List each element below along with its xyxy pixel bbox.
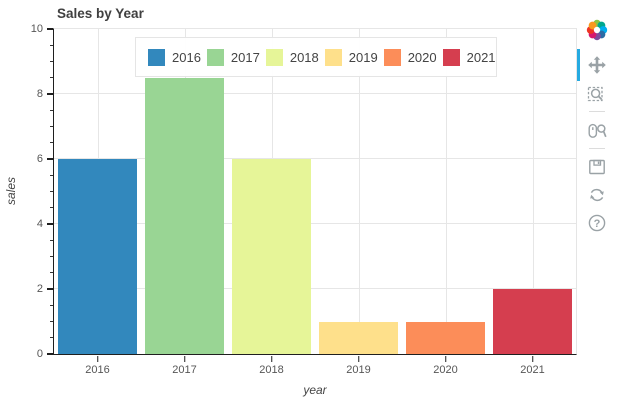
y-axis-label: sales [4,176,18,206]
x-major-tick [270,355,273,362]
y-major-tick [46,158,53,160]
reset-button[interactable] [580,181,614,209]
box-zoom-button[interactable] [580,79,614,107]
bar-2017 [145,77,224,354]
legend-swatch [324,48,342,66]
y-major-tick [46,28,53,30]
x-gridline [532,29,534,354]
toolbar: ? [577,18,620,237]
bar-2020 [406,321,485,354]
help-icon: ? [588,214,606,232]
y-tick-label: 2 [36,283,43,295]
bar-2018 [232,159,311,354]
plot-area[interactable]: 0 2 4 6 8 10 2016 2017 2018 2019 2020 2021 [31,23,577,376]
save-icon [589,159,605,175]
y-gridline [54,93,576,94]
wheel-zoom-button[interactable] [580,116,614,144]
legend-swatch [383,48,401,66]
legend-item-2017: 2017 [206,48,260,66]
legend: 2016 2017 2018 2019 2020 2021 [135,37,497,77]
legend-swatch [442,48,460,66]
pan-icon [588,56,606,74]
y-minor-tick [49,207,53,209]
reset-icon [590,188,604,202]
y-tick-label: 4 [36,218,43,230]
toolbar-separator [589,148,605,149]
x-tick-label: 2018 [259,364,284,376]
legend-label: 2020 [407,49,437,65]
legend-swatch [148,48,165,66]
x-major-tick [183,355,186,362]
y-minor-tick [49,142,53,144]
x-major-tick [531,355,534,362]
y-tick-label: 8 [36,88,43,100]
y-minor-tick [49,337,53,339]
x-tick-label: 2016 [85,364,110,376]
legend-label: 2021 [466,49,496,65]
legend-label: 2017 [230,49,260,65]
chart-title: Sales by Year [57,6,144,21]
y-minor-tick [49,126,53,127]
legend-item-2020: 2020 [383,48,437,66]
legend-swatch [206,48,224,66]
bokeh-logo-icon[interactable] [585,18,609,42]
bar-2019 [319,321,398,354]
y-gridline [54,28,576,29]
y-major-tick [46,288,53,290]
svg-text:?: ? [594,218,601,230]
y-tick-label: 0 [36,348,43,360]
toolbar-separator [589,111,605,112]
box-zoom-icon [587,86,603,102]
x-tick-label: 2019 [346,364,371,376]
legend-label: 2018 [289,49,319,65]
x-axis-label: year [303,383,327,397]
bar-2016 [58,159,137,354]
legend-item-2018: 2018 [265,48,319,66]
y-minor-tick [49,109,53,111]
y-minor-tick [49,256,53,257]
x-tick-label: 2021 [520,364,545,376]
y-minor-tick [49,191,53,192]
y-minor-tick [49,77,53,79]
legend-label: 2019 [348,49,378,65]
legend-label: 2016 [172,49,201,65]
x-tick-label: 2017 [172,364,197,376]
legend-item-2021: 2021 [442,48,496,66]
save-button[interactable] [580,153,614,181]
bar-2021 [493,289,572,354]
wheel-zoom-icon [588,123,607,138]
legend-swatch [265,48,283,66]
y-minor-tick [49,44,53,46]
y-tick-label: 10 [30,23,43,35]
y-major-tick [46,93,53,95]
help-button[interactable]: ? [580,209,614,237]
legend-item-2019: 2019 [324,48,378,66]
y-minor-tick [49,304,53,306]
y-minor-tick [49,239,53,241]
y-minor-tick [49,61,53,62]
x-tick-label: 2020 [433,364,458,376]
x-major-tick [96,355,99,362]
y-major-tick [46,353,53,355]
y-minor-tick [49,174,53,176]
y-minor-tick [49,272,53,274]
y-major-tick [46,223,53,225]
y-gridline [54,223,576,224]
y-tick-label: 6 [36,153,43,165]
x-gridline [445,29,447,354]
y-gridline [54,288,576,289]
pan-button[interactable] [577,49,614,81]
x-gridline [358,29,360,354]
legend-item-2016: 2016 [148,48,201,66]
y-gridline [54,158,576,159]
x-major-tick [444,355,447,362]
x-major-tick [357,355,360,362]
y-minor-tick [49,321,53,322]
